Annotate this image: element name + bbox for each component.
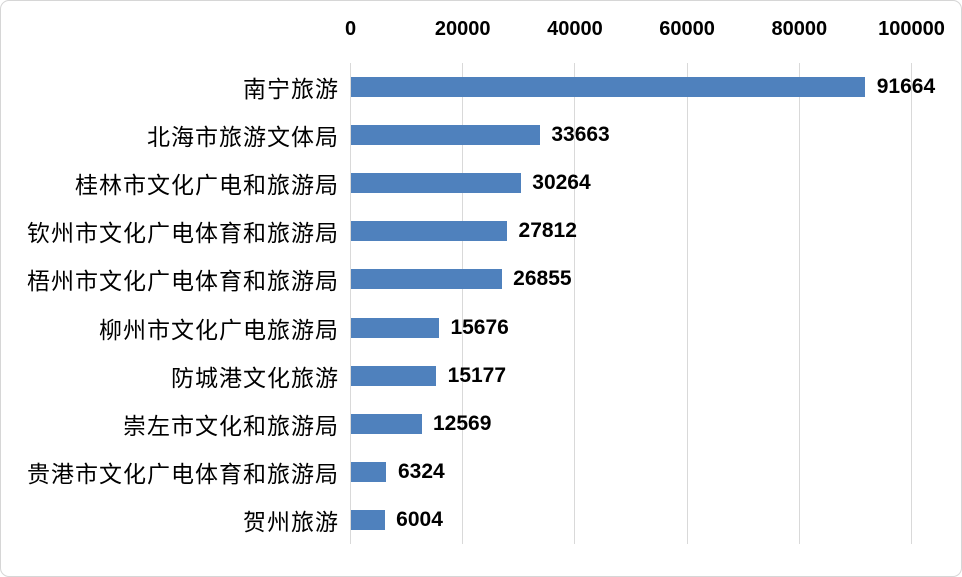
gridline — [798, 63, 800, 544]
value-label: 30264 — [532, 171, 591, 195]
value-label: 27812 — [518, 219, 577, 243]
x-axis-tick-label: 100000 — [878, 18, 945, 40]
value-label: 91664 — [876, 75, 936, 99]
category-label: 桂林市文化广电和旅游局 — [75, 173, 339, 199]
category-label: 柳州市文化广电旅游局 — [99, 317, 339, 343]
bar — [351, 413, 422, 434]
category-label: 梧州市文化广电体育和旅游局 — [27, 269, 339, 295]
bar — [351, 317, 439, 338]
value-label: 33663 — [551, 123, 610, 147]
value-label: 6324 — [397, 459, 445, 483]
bar — [351, 461, 387, 482]
value-label: 12569 — [433, 411, 492, 435]
gridline — [350, 63, 351, 544]
value-label: 15676 — [450, 315, 509, 339]
category-label: 防城港文化旅游 — [171, 365, 339, 391]
x-axis-tick-label: 20000 — [434, 18, 491, 40]
bar — [351, 269, 502, 290]
value-label: 26855 — [513, 267, 572, 291]
gridline — [462, 63, 464, 544]
category-label: 钦州市文化广电体育和旅游局 — [27, 221, 339, 247]
category-label: 南宁旅游 — [243, 77, 339, 103]
gridline — [686, 63, 688, 544]
gridline — [574, 63, 576, 544]
bar — [351, 509, 385, 530]
bar — [351, 173, 521, 194]
value-label: 15177 — [447, 363, 507, 387]
x-axis-tick-label: 60000 — [659, 18, 715, 40]
category-label: 贺州旅游 — [243, 509, 339, 535]
x-axis-tick-label: 80000 — [771, 18, 828, 40]
x-axis-tick-label: 40000 — [547, 18, 603, 40]
bar — [351, 365, 437, 386]
gridline — [911, 63, 912, 544]
bar — [351, 221, 508, 242]
category-label: 崇左市文化和旅游局 — [123, 413, 339, 439]
x-axis-tick-label: 0 — [344, 18, 357, 40]
bar — [351, 125, 540, 146]
category-label: 北海市旅游文体局 — [147, 125, 339, 151]
value-label: 6004 — [396, 507, 443, 531]
bar — [351, 77, 866, 98]
category-label: 贵港市文化广电体育和旅游局 — [27, 461, 339, 487]
